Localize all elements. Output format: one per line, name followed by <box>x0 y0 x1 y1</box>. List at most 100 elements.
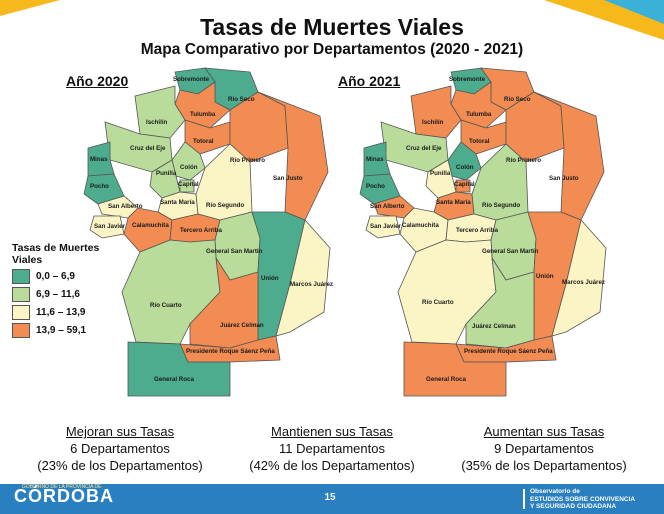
corner-decoration-left <box>0 0 60 16</box>
summary-maintain-head: Mantienen sus Tasas <box>271 424 393 439</box>
label-rio-segundo-2021: Río Segundo <box>482 202 520 209</box>
label-rio-primero-2020: Río Primero <box>230 157 265 164</box>
label-minas-2020: Minas <box>90 156 108 163</box>
legend-item: 13,9 – 59,1 <box>12 322 122 338</box>
label-general-roca-2020: General Roca <box>154 376 194 383</box>
label-union-2021: Unión <box>536 273 554 280</box>
footer-logo-caption: GOBIERNO DE LA PROVINCIA DE <box>22 484 102 490</box>
label-sobremonte-2021: Sobremonte <box>449 76 486 83</box>
label-rio-cuarto-2021: Río Cuarto <box>422 299 454 306</box>
legend-item: 11,6 – 13,9 <box>12 304 122 320</box>
label-pocho-2020: Pocho <box>90 183 109 190</box>
label-rio-segundo-2020: Río Segundo <box>206 202 244 209</box>
legend-swatch <box>12 268 30 284</box>
label-sobremonte-2020: Sobremonte <box>173 76 210 83</box>
dept-marcos-juarez-2021[interactable] <box>551 219 607 337</box>
label-tulumba-2021: Tulumba <box>466 111 492 118</box>
label-cruz-del-eje-2021: Cruz del Eje <box>406 145 442 152</box>
legend-swatch <box>12 286 30 302</box>
page-subtitle: Mapa Comparativo por Departamentos (2020… <box>140 41 524 58</box>
label-rio-seco-2020: Río Seco <box>228 96 255 103</box>
observatorio-logo: Observatorio de ESTUDIOS SOBRE CONVIVENC… <box>530 488 635 511</box>
label-punilla-2021: Punilla <box>430 170 451 177</box>
label-san-alberto-2020: San Alberto <box>108 203 143 210</box>
dept-capital-2021[interactable] <box>455 179 471 193</box>
corner-decoration-right-accent <box>604 0 664 24</box>
summary-improve-head: Mejoran sus Tasas <box>65 424 175 439</box>
map-year-2020: Año 2020 <box>66 73 129 89</box>
legend-label: 11,6 – 13,9 <box>36 306 86 318</box>
dept-san-javier-2021[interactable] <box>365 215 401 239</box>
summary-improve-pct: (23% de los Departamentos) <box>37 458 203 473</box>
legend-swatch <box>12 322 30 338</box>
label-capital-2020: Capital <box>178 181 199 188</box>
dept-minas-2021[interactable] <box>363 141 391 177</box>
label-marcos-juarez-2021: Marcos Juárez <box>562 279 605 286</box>
map-year-2021: Año 2021 <box>338 73 401 89</box>
label-general-san-martin-2020: General San Martín <box>206 248 263 255</box>
label-rio-seco-2021: Río Seco <box>504 96 531 103</box>
dept-general-roca-2020[interactable] <box>127 341 231 397</box>
cordoba-logo: CÓRDOBA <box>14 486 114 506</box>
summary-increase-head: Aumentan sus Tasas <box>483 424 605 439</box>
observatorio-line2: ESTUDIOS SOBRE CONVIVENCIA <box>530 495 636 503</box>
summary-improve: Mejoran sus Tasas 6 Departamentos (23% d… <box>20 423 220 474</box>
label-tercero-arriba-2020: Tercero Arriba <box>180 227 223 234</box>
label-cruz-del-eje-2020: Cruz del Eje <box>130 145 166 152</box>
legend-title: Tasas de Muertes Viales <box>12 242 100 266</box>
label-ischilin-2020: Ischilín <box>146 119 168 126</box>
summary-increase-count: 9 Departamentos <box>494 441 594 456</box>
label-san-javier-2021: San Javier <box>370 223 402 230</box>
dept-minas-2020[interactable] <box>87 141 115 177</box>
label-pocho-2021: Pocho <box>366 183 385 190</box>
dept-san-javier-2020[interactable] <box>89 215 125 239</box>
label-tulumba-2020: Tulumba <box>190 111 216 118</box>
page-title: Tasas de Muertes Viales <box>200 14 464 40</box>
dept-marcos-juarez-2020[interactable] <box>275 219 331 337</box>
footer-bar <box>0 484 664 514</box>
legend-item: 6,9 – 11,6 <box>12 286 122 302</box>
label-juarez-celman-2020: Juárez Celman <box>220 322 264 329</box>
label-colon-2020: Colón <box>180 164 198 171</box>
label-presidente-roque-saenz-pena-2021: Presidente Roque Sáenz Peña <box>464 348 553 355</box>
label-calamuchita-2020: Calamuchita <box>132 222 169 229</box>
observatorio-line3: Y SEGURIDAD CIUDADANA <box>530 503 617 510</box>
legend-swatch <box>12 304 30 320</box>
summary-maintain-count: 11 Departamentos <box>279 441 385 456</box>
label-tercero-arriba-2021: Tercero Arriba <box>456 227 499 234</box>
label-minas-2021: Minas <box>366 156 384 163</box>
map-legend: Tasas de Muertes Viales 0,0 – 6,9 6,9 – … <box>12 242 122 338</box>
map-2021: Sobremonte Río Seco Tulumba Ischilín Cru… <box>359 67 607 397</box>
dept-ischilin-2021[interactable] <box>410 85 462 139</box>
label-rio-primero-2021: Río Primero <box>506 157 541 164</box>
label-marcos-juarez-2020: Marcos Juárez <box>290 281 333 288</box>
summary-increase-pct: (35% de los Departamentos) <box>461 458 627 473</box>
legend-label: 13,9 – 59,1 <box>36 324 87 336</box>
label-general-roca-2021: General Roca <box>426 376 466 383</box>
label-punilla-2020: Punilla <box>156 170 177 177</box>
summary-increase: Aumentan sus Tasas 9 Departamentos (35% … <box>444 423 644 474</box>
legend-item: 0,0 – 6,9 <box>12 268 122 284</box>
label-general-san-martin-2021: General San Martín <box>482 248 539 255</box>
label-san-justo-2021: San Justo <box>549 175 579 182</box>
footer-divider <box>523 489 525 509</box>
label-san-alberto-2021: San Alberto <box>370 203 405 210</box>
label-totoral-2021: Totoral <box>469 138 490 145</box>
label-santa-maria-2021: Santa María <box>436 199 471 206</box>
label-rio-cuarto-2020: Río Cuarto <box>150 302 182 309</box>
label-union-2020: Unión <box>261 275 279 282</box>
label-ischilin-2021: Ischilín <box>422 119 444 126</box>
map-2020: Sobremonte Río Seco Tulumba Ischilín Cru… <box>83 67 333 397</box>
dept-general-roca-2021[interactable] <box>403 341 507 397</box>
summary-improve-count: 6 Departamentos <box>70 441 170 456</box>
label-santa-maria-2020: Santa María <box>160 199 195 206</box>
label-colon-2021: Colón <box>456 164 474 171</box>
dept-capital-2020[interactable] <box>179 179 195 193</box>
label-presidente-roque-saenz-pena-2020: Presidente Roque Sáenz Peña <box>186 348 275 355</box>
summary-maintain-pct: (42% de los Departamentos) <box>249 458 415 473</box>
observatorio-line1: Observatorio de <box>530 488 580 495</box>
label-calamuchita-2021: Calamuchita <box>402 222 439 229</box>
label-juarez-celman-2021: Juárez Celman <box>472 323 516 330</box>
legend-label: 6,9 – 11,6 <box>36 288 80 300</box>
dept-ischilin-2020[interactable] <box>134 85 186 139</box>
